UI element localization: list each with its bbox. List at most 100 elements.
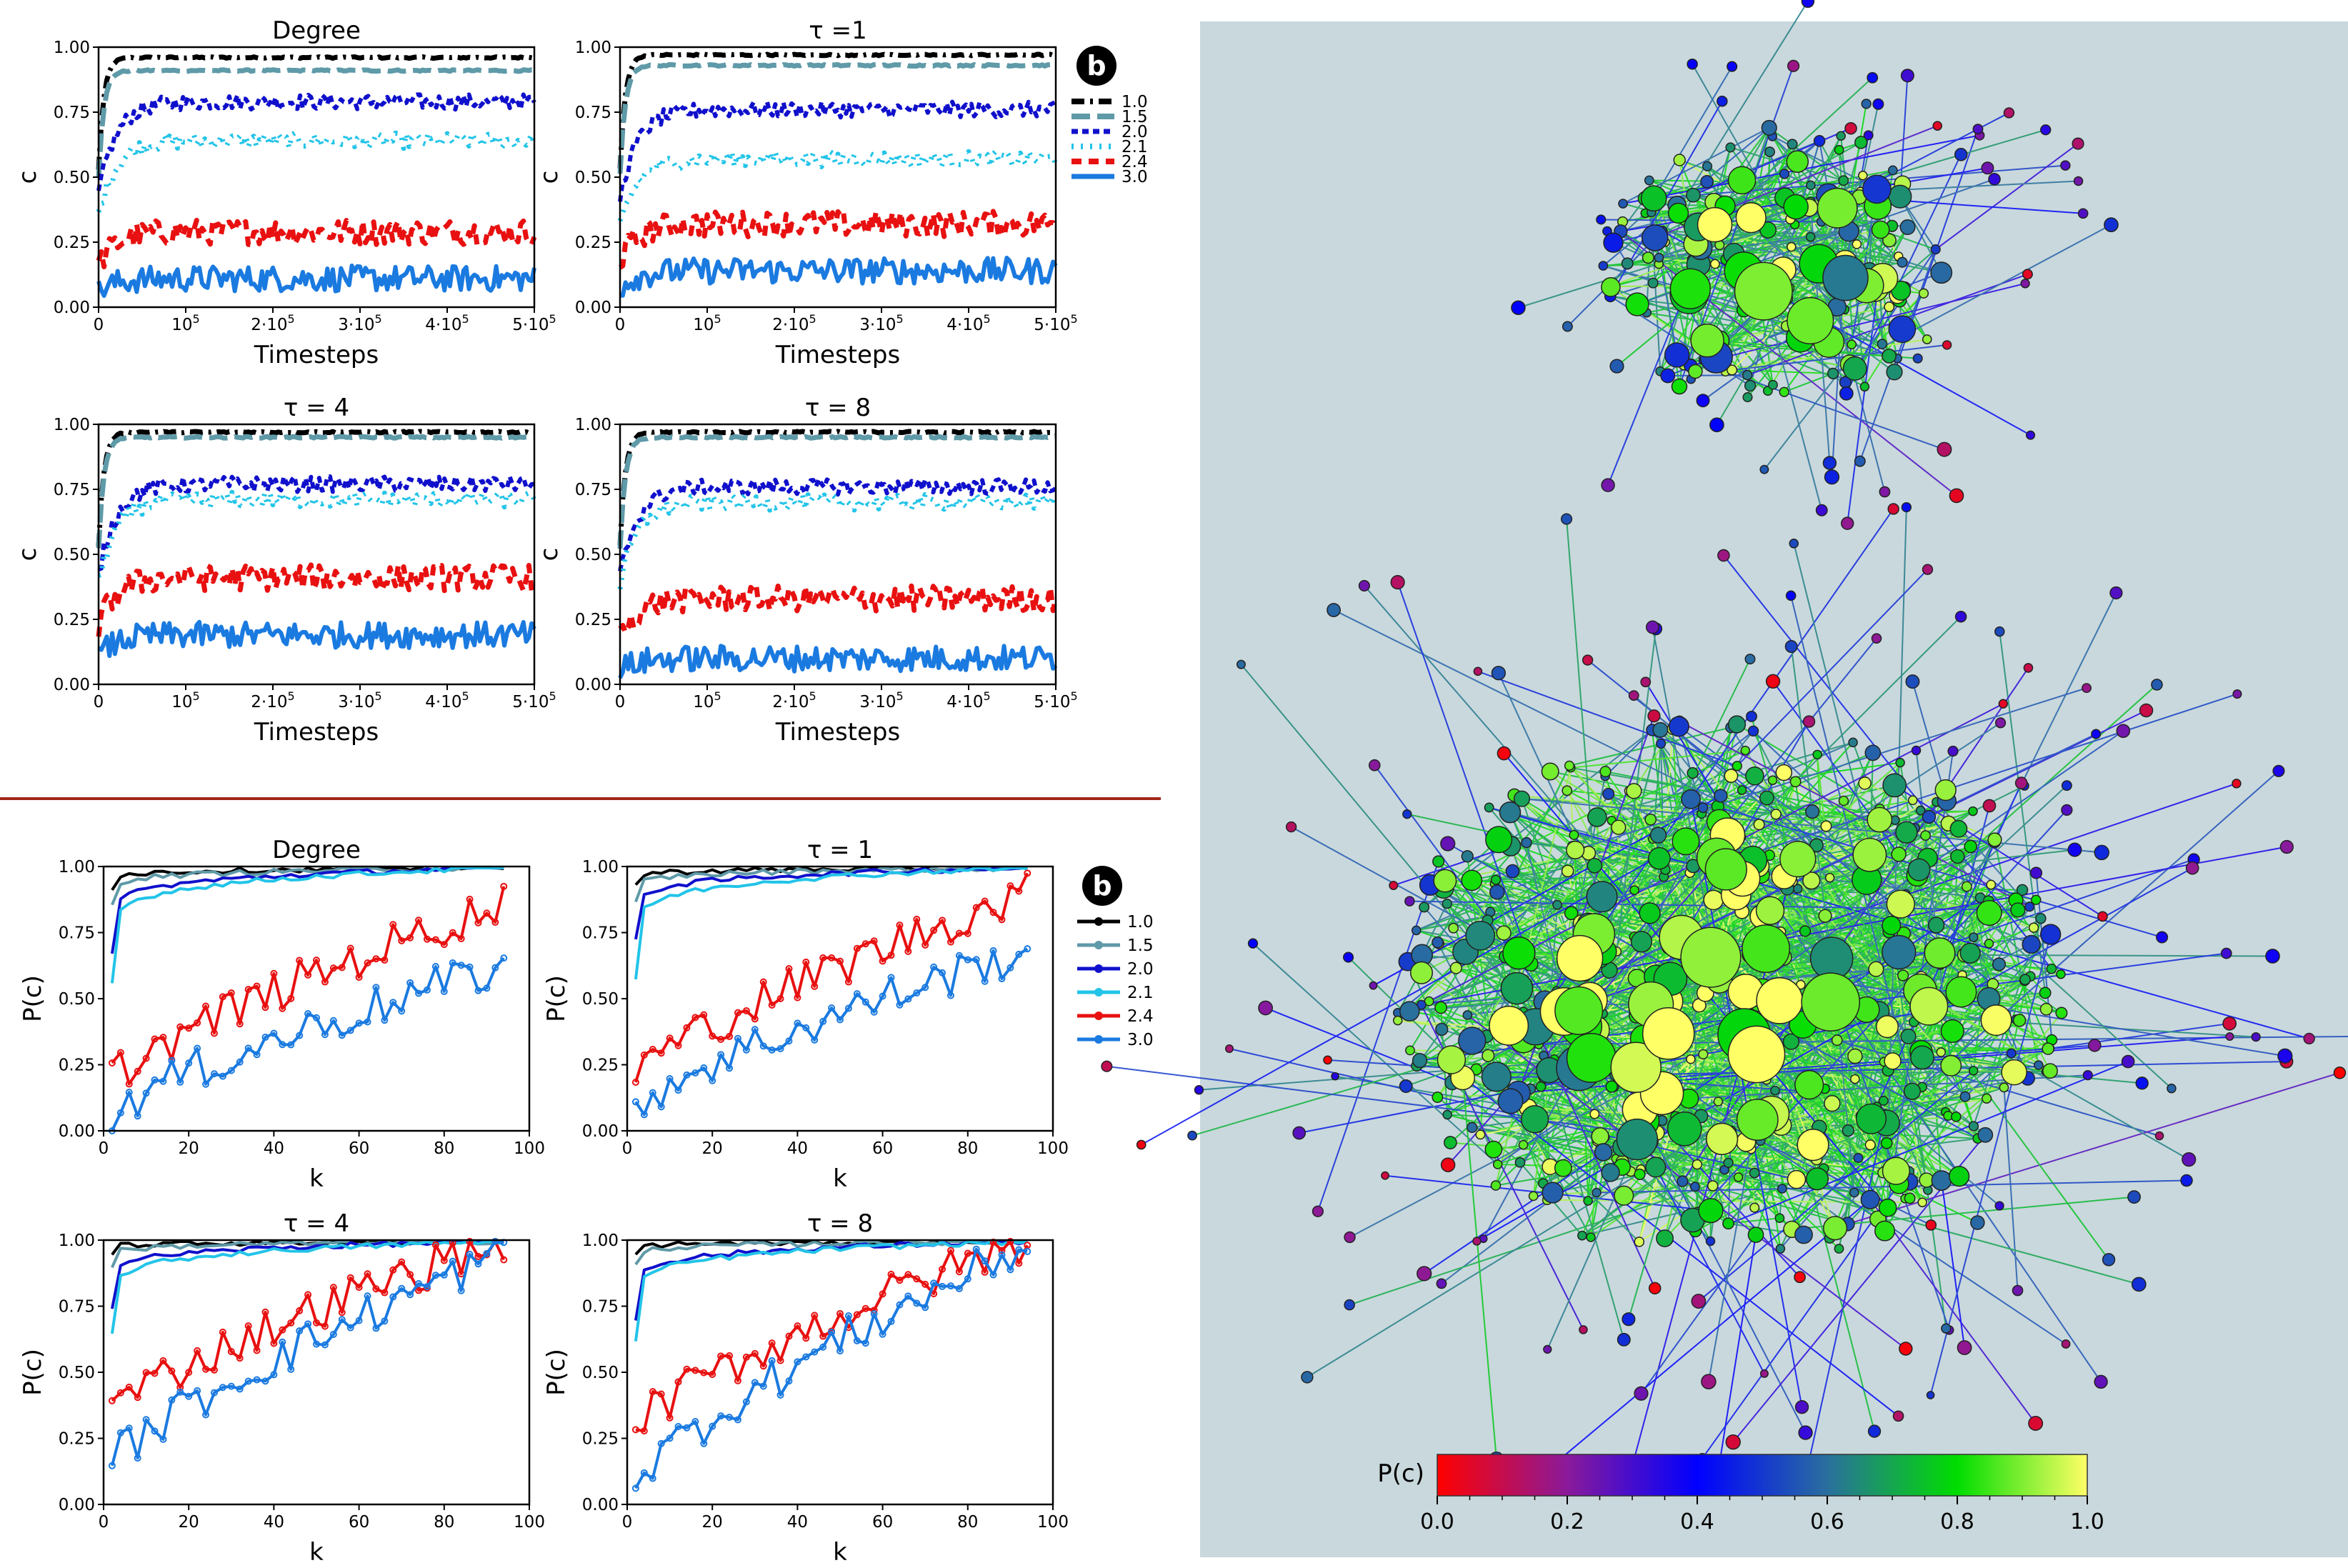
- colorbar-tick-label: 0.2: [1550, 1509, 1584, 1534]
- node: [1644, 813, 1657, 826]
- point-2.4-2: [125, 1383, 133, 1391]
- x-tick-label: 80: [957, 1513, 978, 1532]
- edge: [1698, 1070, 1974, 1302]
- point-3.0-35: [930, 963, 938, 971]
- point-2.4-30: [364, 1270, 371, 1278]
- point-2.4-24: [313, 957, 320, 964]
- point-2.4-8: [700, 1369, 708, 1377]
- point-2.4-43: [998, 916, 1006, 924]
- y-tick-label: 0.00: [54, 676, 90, 694]
- point-2.4-25: [844, 978, 852, 986]
- node: [1878, 1198, 1897, 1217]
- point-3.0-15: [236, 1058, 244, 1066]
- node: [1616, 1118, 1659, 1161]
- series-1.5: [96, 434, 535, 549]
- node: [1475, 1129, 1486, 1140]
- node: [1541, 762, 1559, 781]
- point-3.0-41: [981, 977, 989, 985]
- point-3.0-42: [989, 947, 997, 954]
- point-3.0-38: [955, 1284, 963, 1292]
- point-2.4-22: [296, 957, 304, 964]
- node: [2220, 947, 2232, 959]
- edge: [1486, 782, 2237, 1037]
- x-axis-label: k: [833, 1164, 847, 1193]
- node: [1920, 830, 1931, 842]
- point-2.4-3: [657, 1049, 665, 1057]
- node: [1432, 855, 1445, 868]
- point-2.4-5: [674, 1378, 682, 1386]
- node: [1562, 785, 1573, 797]
- colorbar-tick-label: 0.0: [1420, 1509, 1454, 1534]
- series-1.5: [634, 1239, 1028, 1266]
- edge: [1547, 1004, 1700, 1350]
- x-tick-label: 80: [434, 1139, 454, 1158]
- edge: [1702, 1183, 1900, 1459]
- point-2.4-29: [355, 973, 363, 981]
- point-3.0-43: [998, 975, 1006, 983]
- edge: [1807, 1119, 1885, 1465]
- node: [1513, 790, 1531, 807]
- edge: [1653, 66, 1733, 199]
- x-tick-exponent: 5: [462, 689, 469, 703]
- node: [1817, 187, 1858, 229]
- node: [1481, 1062, 1512, 1092]
- node: [1660, 368, 1676, 384]
- point-3.0-45: [1015, 950, 1023, 958]
- point-2.4-46: [1024, 869, 1031, 877]
- legend-marker-1.0: [1094, 917, 1103, 926]
- node: [1472, 1237, 1482, 1246]
- node: [2042, 1063, 2058, 1079]
- series-3.0: [618, 644, 1058, 679]
- edge: [1364, 585, 1804, 1092]
- y-tick-label: 1.00: [575, 416, 611, 434]
- edge: [1662, 230, 2032, 436]
- node: [1614, 1185, 1634, 1206]
- point-3.0-0: [631, 1098, 639, 1106]
- point-2.4-11: [726, 1352, 734, 1359]
- series-2.4: [96, 216, 537, 269]
- chart-title: τ = 1: [807, 836, 873, 864]
- node: [1937, 441, 1952, 457]
- node: [1884, 1052, 1902, 1070]
- series-2.4: [619, 209, 1059, 270]
- point-2.4-25: [321, 1322, 329, 1330]
- node: [2055, 1007, 2068, 1019]
- point-2.4-36: [415, 1287, 423, 1294]
- node: [1901, 501, 1912, 513]
- large-network: [1101, 501, 2348, 1484]
- node: [1820, 820, 1832, 832]
- node: [1586, 881, 1618, 913]
- node: [1859, 381, 1870, 392]
- node: [2333, 1067, 2347, 1079]
- node: [1381, 1171, 1389, 1180]
- edge: [1106, 1065, 1639, 1134]
- node: [1667, 1111, 1702, 1147]
- point-3.0-44: [483, 984, 491, 992]
- point-2.4-22: [296, 1307, 304, 1314]
- node: [2232, 689, 2242, 699]
- node: [1824, 469, 1840, 485]
- node: [1877, 339, 1888, 349]
- chart-5: 0.00 0.25 0.50 0.75 1.00 0 20 40 60 80 100 Degree k P…: [19, 836, 545, 1193]
- point-3.0-42: [989, 1271, 997, 1279]
- point-2.4-18: [261, 1308, 269, 1316]
- point-3.0-20: [279, 1041, 286, 1049]
- node: [1639, 902, 1661, 924]
- node: [2024, 902, 2035, 912]
- small-network-nodes: [1511, 0, 2119, 530]
- node: [2121, 1054, 2135, 1069]
- point-2.4-31: [372, 955, 380, 963]
- node: [1709, 259, 1720, 269]
- colorbar-label: P(c): [1377, 1459, 1424, 1488]
- edge: [1627, 814, 1777, 1319]
- node: [1831, 1034, 1843, 1047]
- point-3.0-26: [329, 1330, 337, 1338]
- x-tick-label: 0: [99, 1513, 109, 1532]
- node: [1611, 819, 1627, 835]
- chart-1: 0.000.250.500.751.000 105 2·105 3·105 4·105 5…: [14, 16, 556, 369]
- point-3.0-9: [709, 1077, 716, 1084]
- series-3.0: [634, 1247, 1028, 1489]
- point-3.0-33: [913, 989, 921, 997]
- point-2.4-14: [227, 989, 235, 997]
- node: [1392, 1015, 1403, 1026]
